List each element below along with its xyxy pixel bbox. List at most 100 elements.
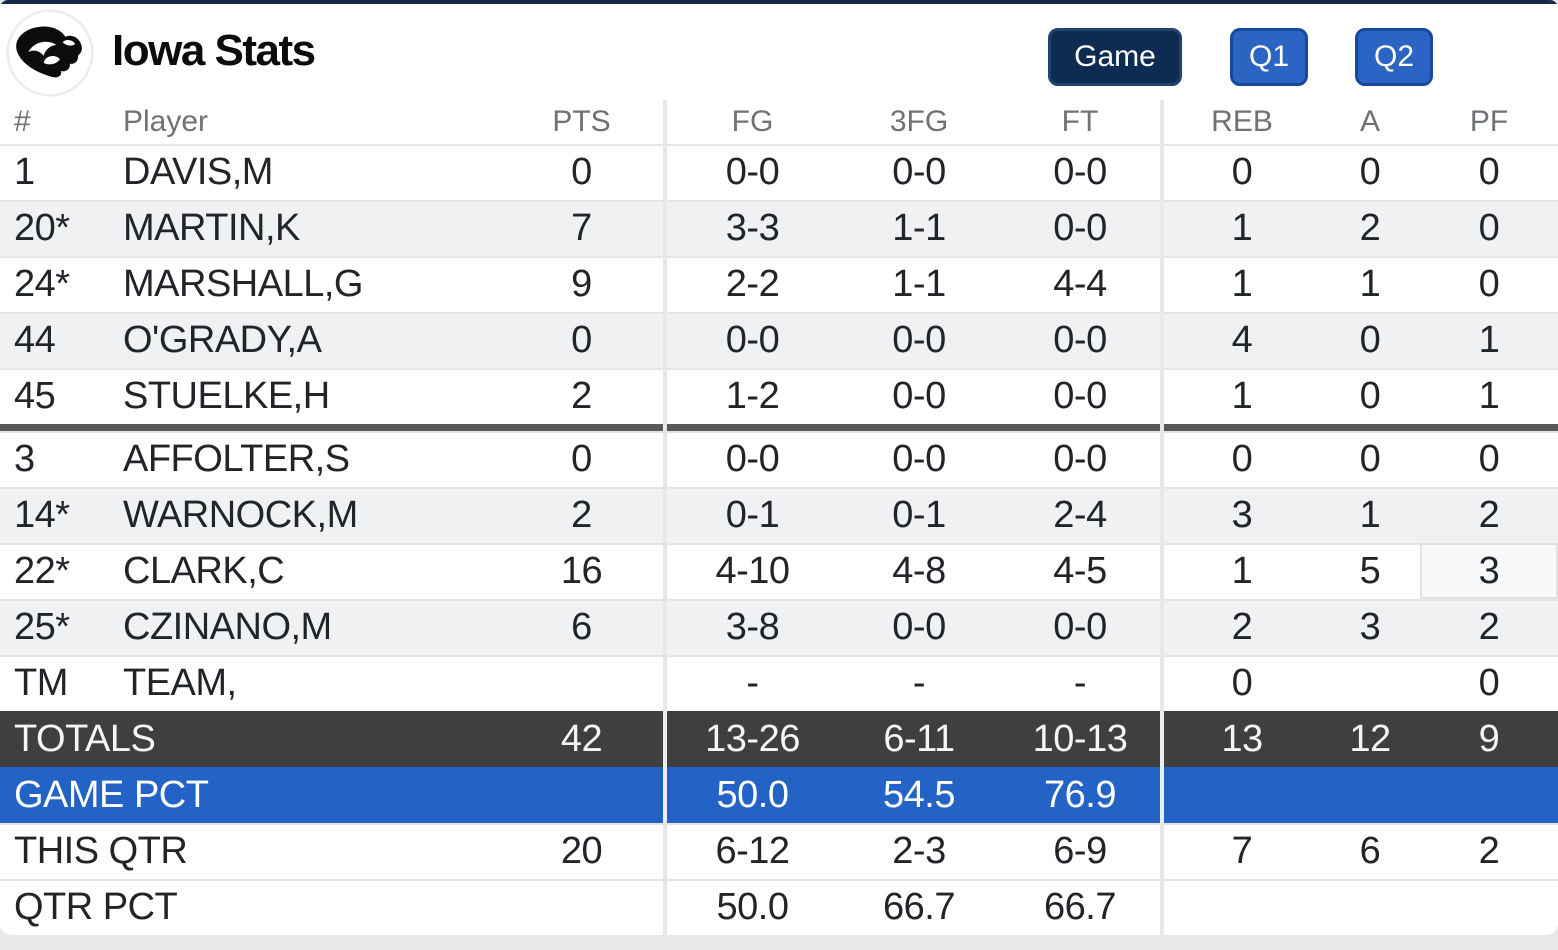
stats-table-body: 1 DAVIS,M 0 0-0 0-0 0-0 0 0 0 20* MARTIN… [0, 144, 1558, 935]
fouls-cell [1420, 879, 1558, 935]
ft-cell: 0-0 [1053, 605, 1107, 648]
pts-cell: 42 [560, 717, 603, 760]
fg-cell: 13-26 [663, 711, 838, 767]
pts-cell: 0 [571, 437, 592, 480]
col-header-reb: REB [1160, 100, 1320, 144]
reb-cell [1160, 767, 1320, 823]
ft-cell: 66.7 [1044, 885, 1116, 928]
player-number-cell: 25* [14, 605, 70, 648]
3fg-cell: 0-0 [892, 605, 946, 648]
fouls-cell: 2 [1478, 605, 1500, 648]
fouls-cell: 1 [1478, 318, 1500, 361]
player-name-cell: MARTIN,K [123, 206, 300, 249]
reb-cell [1160, 879, 1320, 935]
top-accent-bar [0, 0, 1558, 4]
assists-cell: 5 [1359, 549, 1381, 592]
fg-cell: - [663, 655, 838, 711]
col-header-3fg: 3FG [889, 105, 949, 138]
player-name-cell: CZINANO,M [123, 605, 332, 648]
3fg-cell: 54.5 [883, 773, 955, 816]
summary-row: THIS QTR 20 6-12 2-3 6-9 7 6 2 [0, 823, 1558, 879]
fg-cell: 3-8 [663, 599, 838, 655]
q2-tab-button[interactable]: Q2 [1355, 28, 1433, 86]
divider-segment [1160, 424, 1558, 431]
pts-cell [500, 767, 663, 823]
reb-cell: 1 [1160, 256, 1320, 312]
assists-cell: 1 [1359, 262, 1381, 305]
fouls-cell: 1 [1478, 374, 1500, 417]
ft-cell: 0-0 [1053, 318, 1107, 361]
player-number-cell: 20* [14, 206, 70, 249]
3fg-cell: 6-11 [883, 717, 955, 760]
assists-cell: 12 [1349, 717, 1391, 760]
fg-cell: 4-10 [663, 543, 838, 599]
player-number-cell: 44 [14, 318, 56, 361]
player-number-cell: 1 [14, 150, 35, 193]
assists-cell: 3 [1359, 605, 1381, 648]
ft-cell: - [1073, 661, 1087, 704]
player-number-cell: 14* [14, 493, 70, 536]
col-header-fg: FG [663, 100, 838, 144]
fouls-cell: 0 [1478, 262, 1500, 305]
reb-cell: 1 [1160, 200, 1320, 256]
fouls-cell: 3 [1420, 543, 1558, 599]
summary-label-cell: TOTALS [14, 717, 156, 760]
col-header-player: Player [123, 105, 209, 138]
fg-cell: 2-2 [663, 256, 838, 312]
divider-segment [0, 424, 663, 431]
assists-cell: 2 [1359, 206, 1381, 249]
ft-cell: 4-4 [1053, 262, 1107, 305]
3fg-cell: - [912, 661, 926, 704]
summary-label-cell: THIS QTR [14, 829, 188, 872]
reb-cell: 2 [1160, 599, 1320, 655]
3fg-cell: 66.7 [883, 885, 955, 928]
3fg-cell: 0-0 [892, 150, 946, 193]
player-row: 45 STUELKE,H 2 1-2 0-0 0-0 1 0 1 [0, 368, 1558, 424]
summary-row: QTR PCT 50.0 66.7 66.7 [0, 879, 1558, 935]
pts-cell [500, 879, 663, 935]
3fg-cell: 0-0 [892, 318, 946, 361]
divider-segment [663, 424, 1160, 431]
reb-cell: 4 [1160, 312, 1320, 368]
pts-cell: 9 [571, 262, 592, 305]
player-number-cell: 3 [14, 437, 35, 480]
col-header-assists: A [1359, 105, 1380, 138]
fouls-cell [1420, 767, 1558, 823]
pts-cell: 0 [571, 318, 592, 361]
fg-cell: 1-2 [663, 368, 838, 424]
pts-cell: 0 [571, 150, 592, 193]
fg-cell: 50.0 [663, 879, 838, 935]
ft-cell: 0-0 [1053, 437, 1107, 480]
reb-cell: 0 [1160, 655, 1320, 711]
player-row: 3 AFFOLTER,S 0 0-0 0-0 0-0 0 0 0 [0, 431, 1558, 487]
fouls-cell: 2 [1478, 829, 1500, 872]
pts-cell: 20 [560, 829, 603, 872]
game-tab-button[interactable]: Game [1048, 28, 1182, 86]
summary-label-cell: GAME PCT [14, 773, 209, 816]
assists-cell: 6 [1359, 829, 1381, 872]
stats-table: # Player PTS FG 3FG FT REB A PF 1 DAVIS,… [0, 100, 1558, 935]
ft-cell: 0-0 [1053, 150, 1107, 193]
player-row: 25* CZINANO,M 6 3-8 0-0 0-0 2 3 2 [0, 599, 1558, 655]
col-header-number: # [14, 105, 31, 138]
summary-label-cell: QTR PCT [14, 885, 178, 928]
3fg-cell: 2-3 [892, 829, 946, 872]
ft-cell: 4-5 [1053, 549, 1107, 592]
fouls-cell: 9 [1478, 717, 1500, 760]
player-name-cell: STUELKE,H [123, 374, 330, 417]
col-header-ft: FT [1061, 105, 1099, 138]
q1-tab-button[interactable]: Q1 [1230, 28, 1308, 86]
reb-cell: 0 [1160, 144, 1320, 200]
summary-row: GAME PCT 50.0 54.5 76.9 [0, 767, 1558, 823]
3fg-cell: 0-0 [892, 374, 946, 417]
pts-cell [500, 655, 663, 711]
header: Iowa Stats Game Q1 Q2 [0, 4, 1558, 100]
player-row: 20* MARTIN,K 7 3-3 1-1 0-0 1 2 0 [0, 200, 1558, 256]
player-name-cell: O'GRADY,A [123, 318, 322, 361]
assists-cell: 0 [1359, 318, 1381, 361]
player-row: 24* MARSHALL,G 9 2-2 1-1 4-4 1 1 0 [0, 256, 1558, 312]
fouls-cell: 0 [1478, 437, 1500, 480]
pts-cell: 6 [571, 605, 592, 648]
fg-cell: 0-0 [663, 431, 838, 487]
ft-cell: 10-13 [1032, 717, 1128, 760]
